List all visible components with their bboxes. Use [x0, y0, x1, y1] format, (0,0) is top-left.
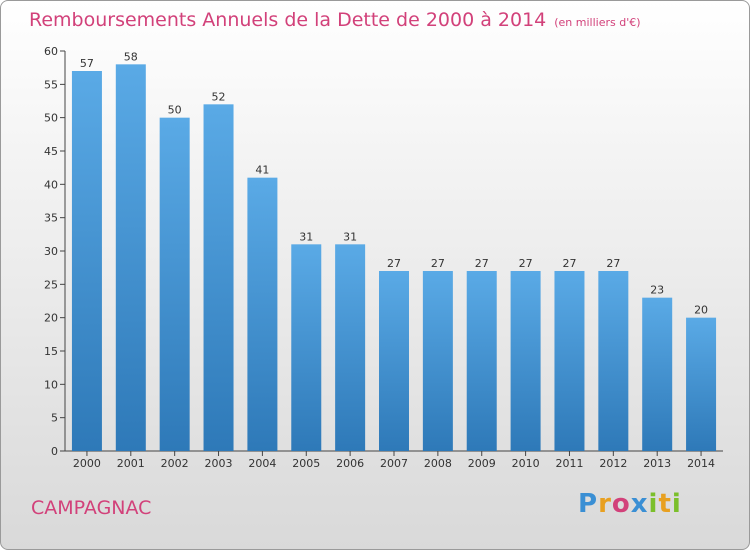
bar-2009: [466, 271, 497, 451]
bar-2006: [335, 244, 366, 451]
bars: 57 58 50 52 41 31 31 27 27 27 27 27 27 23 20: [71, 50, 717, 452]
x-tick-label-2009: 2009: [468, 457, 496, 470]
y-tick-label-45: 45: [44, 145, 58, 158]
y-tick-label-0: 0: [51, 445, 58, 458]
y-tick-label-55: 55: [44, 78, 58, 91]
value-label-2010: 27: [519, 257, 533, 270]
commune-name: CAMPAGNAC: [31, 497, 152, 519]
x-tick-label-2008: 2008: [424, 457, 452, 470]
x-tick-label-2012: 2012: [599, 457, 627, 470]
logo-letter: i: [648, 489, 659, 519]
y-tick-label-60: 60: [44, 45, 58, 58]
x-tick-label-2004: 2004: [248, 457, 276, 470]
value-label-2009: 27: [475, 257, 489, 270]
bar-2013: [642, 297, 673, 451]
y-tick-label-40: 40: [44, 178, 58, 191]
value-label-2001: 58: [124, 50, 138, 63]
value-label-2004: 41: [255, 164, 269, 177]
x-tick-label-2014: 2014: [687, 457, 715, 470]
bar-2005: [291, 244, 322, 451]
bar-2002: [159, 117, 190, 452]
bar-2000: [71, 71, 102, 451]
x-tick-label-2011: 2011: [555, 457, 583, 470]
y-tick-label-50: 50: [44, 112, 58, 125]
bar-2012: [598, 271, 629, 451]
proxiti-logo: Proxiti: [578, 489, 682, 519]
y-tick-label-15: 15: [44, 345, 58, 358]
logo-letter: o: [611, 489, 631, 519]
x-tick-label-2002: 2002: [161, 457, 189, 470]
y-tick-label-10: 10: [44, 378, 58, 391]
value-label-2002: 50: [168, 104, 182, 117]
logo-letter: t: [658, 489, 672, 519]
y-tick-label-5: 5: [51, 412, 58, 425]
x-tick-label-2000: 2000: [73, 457, 101, 470]
chart-title: Remboursements Annuels de la Dette de 20…: [29, 9, 641, 31]
bar-2008: [422, 271, 453, 451]
logo-letter: P: [578, 489, 599, 519]
x-tick-label-2001: 2001: [117, 457, 145, 470]
bar-2011: [554, 271, 585, 451]
value-label-2011: 27: [562, 257, 576, 270]
bar-2014: [686, 317, 717, 451]
x-tick-label-2006: 2006: [336, 457, 364, 470]
y-tick-label-25: 25: [44, 278, 58, 291]
y-tick-label-30: 30: [44, 245, 58, 258]
value-label-2003: 52: [212, 90, 226, 103]
logo-letter: x: [630, 489, 649, 519]
bar-2004: [247, 177, 278, 451]
value-label-2005: 31: [299, 230, 313, 243]
chart-unit: (en milliers d'€): [554, 16, 641, 29]
x-tick-label-2007: 2007: [380, 457, 408, 470]
bar-2001: [115, 64, 146, 452]
x-tick-label-2013: 2013: [643, 457, 671, 470]
x-tick-label-2010: 2010: [512, 457, 540, 470]
chart-title-text: Remboursements Annuels de la Dette de 20…: [29, 9, 547, 31]
value-label-2008: 27: [431, 257, 445, 270]
logo-letter: i: [671, 489, 682, 519]
value-label-2007: 27: [387, 257, 401, 270]
value-label-2000: 57: [80, 57, 94, 70]
x-tick-label-2003: 2003: [205, 457, 233, 470]
y-tick-label-35: 35: [44, 212, 58, 225]
bar-2003: [203, 104, 234, 451]
logo-letter: r: [598, 489, 612, 519]
value-label-2012: 27: [606, 257, 620, 270]
y-tick-label-20: 20: [44, 312, 58, 325]
bar-2007: [379, 271, 409, 451]
value-label-2013: 23: [650, 284, 664, 297]
value-label-2006: 31: [343, 230, 357, 243]
value-label-2014: 20: [694, 304, 708, 317]
x-tick-label-2005: 2005: [292, 457, 320, 470]
bar-2010: [510, 271, 541, 451]
